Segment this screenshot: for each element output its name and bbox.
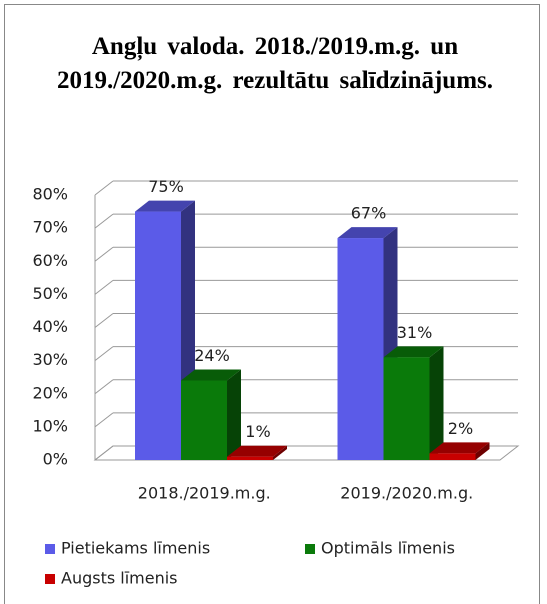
bar-top bbox=[337, 227, 398, 239]
bar-top bbox=[227, 445, 287, 457]
legend-label: Augsts līmenis bbox=[61, 569, 178, 588]
value-label: 67% bbox=[351, 204, 387, 223]
legend-swatch bbox=[45, 544, 55, 554]
y-tick-label: 80% bbox=[32, 185, 68, 204]
legend-swatch bbox=[45, 574, 55, 584]
y-tick-label: 60% bbox=[32, 251, 68, 270]
bar-top bbox=[135, 200, 195, 212]
y-tick-label: 10% bbox=[32, 416, 68, 435]
bar-side bbox=[227, 369, 241, 460]
y-tick-label: 20% bbox=[32, 383, 68, 402]
value-label: 31% bbox=[397, 323, 433, 342]
bar-top bbox=[429, 442, 490, 454]
legend-label: Optimāls līmenis bbox=[321, 539, 455, 558]
legend-label: Pietiekams līmenis bbox=[61, 539, 210, 558]
bar bbox=[383, 357, 430, 460]
x-tick-label: 2018./2019.m.g. bbox=[138, 484, 271, 503]
value-label: 1% bbox=[245, 422, 270, 441]
bar-side bbox=[429, 346, 444, 460]
x-tick-label: 2019./2020.m.g. bbox=[340, 484, 473, 503]
value-label: 75% bbox=[148, 177, 184, 196]
bar-side bbox=[273, 445, 287, 460]
grid-side bbox=[94, 346, 114, 362]
y-tick-label: 70% bbox=[32, 218, 68, 237]
y-tick-label: 40% bbox=[32, 317, 68, 336]
grid-side bbox=[94, 279, 114, 295]
chart-frame bbox=[4, 4, 540, 604]
value-label: 2% bbox=[448, 419, 473, 438]
grid-side bbox=[94, 445, 114, 461]
grid-side bbox=[94, 213, 114, 229]
grid-side bbox=[94, 379, 114, 395]
legend-swatch bbox=[305, 544, 315, 554]
y-tick-label: 30% bbox=[32, 350, 68, 369]
bar bbox=[227, 456, 273, 460]
bar bbox=[337, 238, 384, 460]
bar bbox=[181, 380, 227, 460]
bar-side bbox=[475, 442, 490, 460]
bar-top bbox=[181, 369, 241, 381]
value-label: 24% bbox=[194, 346, 230, 365]
grid-side bbox=[94, 412, 114, 428]
bar-top bbox=[383, 346, 444, 358]
bar bbox=[135, 211, 181, 460]
bar bbox=[429, 453, 476, 460]
y-tick-label: 0% bbox=[43, 450, 68, 469]
grid-side bbox=[94, 180, 114, 196]
chart-title: Angļu valoda. 2018./2019.m.g. un 2019./2… bbox=[56, 33, 493, 94]
grid-side bbox=[94, 313, 114, 328]
grid-side bbox=[94, 246, 114, 262]
y-tick-label: 50% bbox=[32, 284, 68, 303]
